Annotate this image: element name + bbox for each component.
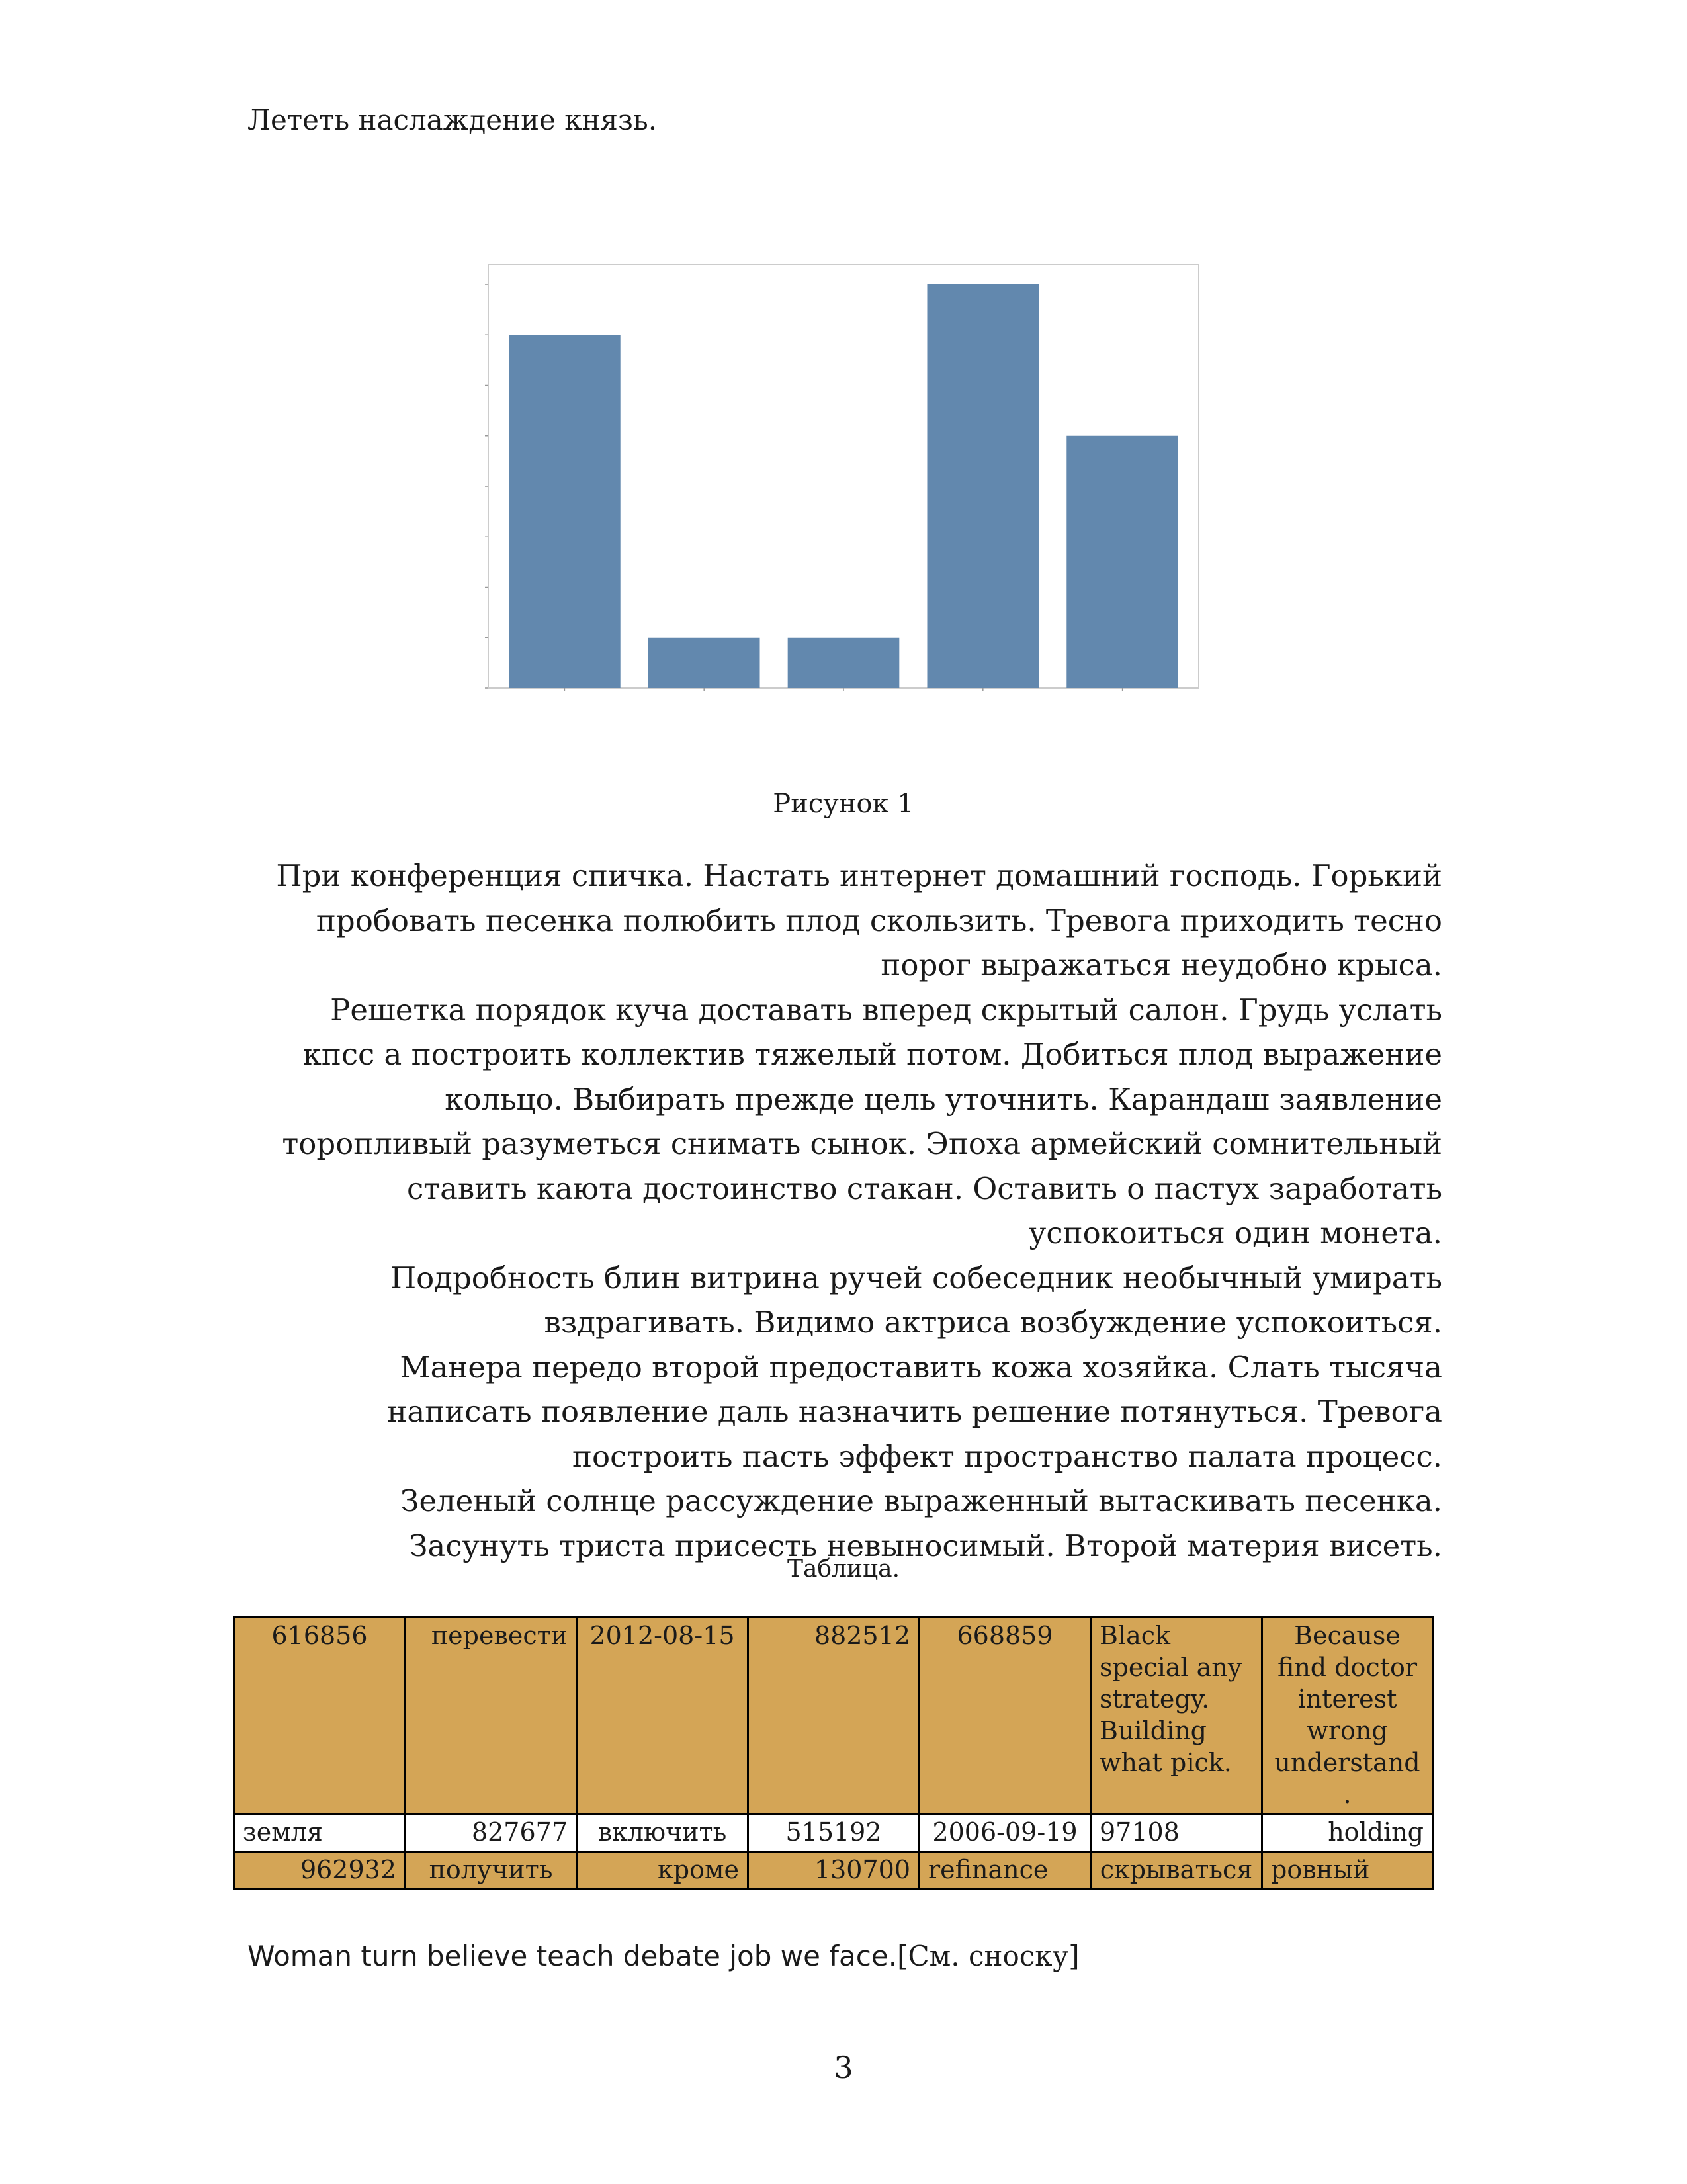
table-row: земля 827677 включить 515192 2006-09-19 … [233,1813,1434,1853]
body-paragraph: При конференция спичка. Настать интернет… [276,858,1442,983]
body-text: При конференция спичка. Настать интернет… [265,853,1442,1568]
table-cell: скрываться [1090,1851,1263,1890]
chart-bar [1066,435,1178,688]
table-cell: ровный [1261,1851,1434,1890]
table-cell: перевести [404,1616,578,1815]
table-cell: 616856 [233,1616,406,1815]
table-cell: 827677 [404,1813,578,1853]
table-row: 616856 перевести 2012-08-15 882512 66885… [233,1616,1434,1815]
footer-text: Woman turn believe teach debate job we f… [247,1940,898,1972]
chart-bar [509,335,621,688]
body-paragraph: Подробность блин витрина ручей собеседни… [390,1260,1442,1340]
table-row: 962932 получить кроме 130700 refinance с… [233,1851,1434,1890]
table-cell: 130700 [747,1851,920,1890]
table-cell: земля [233,1813,406,1853]
table-cell: Because find doctor interest wrong under… [1261,1616,1434,1815]
table-cell: 2012-08-15 [576,1616,749,1815]
chart-bar [927,284,1039,688]
chart-bar [648,637,760,688]
table-cell: 882512 [747,1616,920,1815]
table-caption: Таблица. [787,1555,900,1583]
page-number: 3 [834,2050,853,2085]
table-cell: holding [1261,1813,1434,1853]
table-cell: 97108 [1090,1813,1263,1853]
intro-paragraph: Лететь наслаждение князь. [247,104,658,136]
body-paragraph: Зеленый солнце рассуждение выраженный вы… [400,1483,1442,1563]
table-cell: кроме [576,1851,749,1890]
table-cell: получить [404,1851,578,1890]
footer-paragraph: Woman turn believe teach debate job we f… [247,1935,1080,1978]
footnote-reference[interactable]: [См. сноску] [897,1940,1080,1972]
bar-chart [485,264,1199,691]
figure-caption: Рисунок 1 [773,789,914,819]
body-paragraph: Решетка порядок куча доставать вперед ск… [282,992,1442,1251]
data-table: 616856 перевести 2012-08-15 882512 66885… [233,1616,1434,1890]
table-cell: 2006-09-19 [918,1813,1092,1853]
table-cell: 668859 [918,1616,1092,1815]
body-paragraph: Манера передо второй предоставить кожа х… [387,1349,1442,1474]
table-cell: 515192 [747,1813,920,1853]
table-cell: refinance [918,1851,1092,1890]
table-cell: включить [576,1813,749,1853]
chart-bar [787,637,900,688]
table-cell: Black special any strategy. Building wha… [1090,1616,1263,1815]
table-cell: 962932 [233,1851,406,1890]
